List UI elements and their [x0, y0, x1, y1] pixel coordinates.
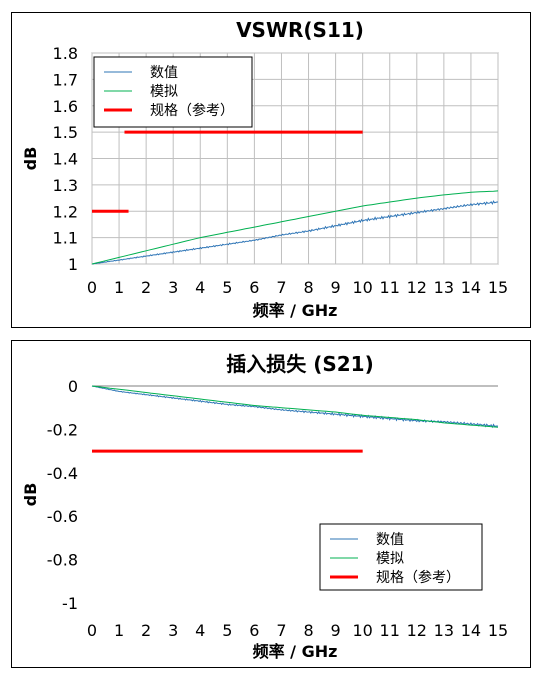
x-tick-label: 13 [434, 621, 454, 640]
x-tick-label: 8 [303, 621, 313, 640]
y-tick-label: -1 [62, 594, 78, 613]
y-tick-label: 1.5 [53, 123, 78, 142]
x-tick-label: 12 [407, 621, 427, 640]
y-tick-label: -0.8 [47, 551, 78, 570]
y-tick-label: 1.8 [53, 44, 78, 63]
x-tick-label: 15 [488, 278, 508, 297]
x-tick-label: 3 [168, 278, 178, 297]
series-simulated-line [91, 190, 499, 265]
x-tick-label: 9 [331, 278, 341, 297]
y-tick-label: -0.4 [47, 464, 78, 483]
chart-s11: VSWR(S11)0 1 2 3 4 5 6 7 8 9 10 11 12 13 14 1511.11.21.… [21, 18, 508, 320]
x-tick-label: 0 [87, 278, 97, 297]
y-tick-label: 0 [68, 377, 78, 396]
chart-panel-s21: 插入损失 (S21) 0 1 2 3 4 5 6 7 8 9 10 11 12 13 14 15 0 -0.2 -0.… [11, 340, 531, 668]
y-tick-label: 1.4 [53, 150, 78, 169]
x-tick-label: 4 [195, 278, 205, 297]
x-tick-label: 3 [168, 621, 178, 640]
legend-label: 规格（参考） [150, 102, 234, 119]
x-tick-label: 13 [434, 278, 454, 297]
x-tick-label: 6 [249, 278, 259, 297]
x-tick-label: 7 [276, 621, 286, 640]
x-tick-label: 14 [461, 621, 481, 640]
chart-title: VSWR(S11) [236, 18, 364, 42]
series-simulated-line [91, 385, 499, 428]
y-tick-label: -0.6 [47, 507, 78, 526]
y-axis-label: dB [21, 483, 40, 507]
legend-label: 模拟 [150, 84, 178, 100]
y-tick-label: -0.2 [47, 420, 78, 439]
series-measured-line [92, 200, 498, 265]
y-tick-label: 1 [68, 255, 78, 274]
x-tick-label: 7 [276, 278, 286, 297]
x-tick-label: 1 [114, 621, 124, 640]
x-tick-label: 11 [380, 278, 400, 297]
chart-s21: 插入损失 (S21)0 1 2 3 4 5 6 7 8 9 10 11 12 13 14 150-0.2-0.… [21, 352, 508, 661]
x-tick-label: 2 [141, 621, 151, 640]
x-tick-label: 12 [407, 278, 427, 297]
x-tick-label: 5 [222, 278, 232, 297]
legend-box [93, 56, 253, 128]
x-tick-label: 4 [195, 621, 205, 640]
x-tick-label: 0 [87, 621, 97, 640]
x-tick-label: 2 [141, 278, 151, 297]
legend-label: 数值 [150, 65, 178, 81]
x-tick-label: 6 [249, 621, 259, 640]
y-tick-label: 1.6 [53, 97, 78, 116]
legend-box [319, 523, 483, 591]
x-tick-label: 11 [380, 621, 400, 640]
legend-label: 数值 [376, 532, 404, 548]
y-tick-label: 1.7 [53, 70, 78, 89]
x-tick-label: 1 [114, 278, 124, 297]
chart-panel-s11: VSWR(S11) 0 1 2 3 4 5 6 7 8 9 10 11 12 13 14 15 1 1.1 1.2 1.… [11, 12, 531, 328]
x-tick-label: 10 [352, 278, 372, 297]
legend-label: 规格（参考） [376, 569, 460, 586]
y-tick-label: 1.3 [53, 176, 78, 195]
x-tick-label: 8 [303, 278, 313, 297]
x-tick-label: 15 [488, 621, 508, 640]
x-tick-label: 9 [331, 621, 341, 640]
x-tick-label: 14 [461, 278, 481, 297]
x-tick-label: 5 [222, 621, 232, 640]
chart-title: 插入损失 (S21) [226, 352, 373, 376]
legend-label: 模拟 [376, 551, 404, 567]
y-tick-label: 1.1 [53, 229, 78, 248]
x-axis-label: 频率 / GHz [253, 642, 338, 661]
y-axis-label: dB [21, 147, 40, 171]
x-axis-label: 频率 / GHz [253, 301, 338, 320]
x-tick-label: 10 [352, 621, 372, 640]
y-tick-label: 1.2 [53, 202, 78, 221]
